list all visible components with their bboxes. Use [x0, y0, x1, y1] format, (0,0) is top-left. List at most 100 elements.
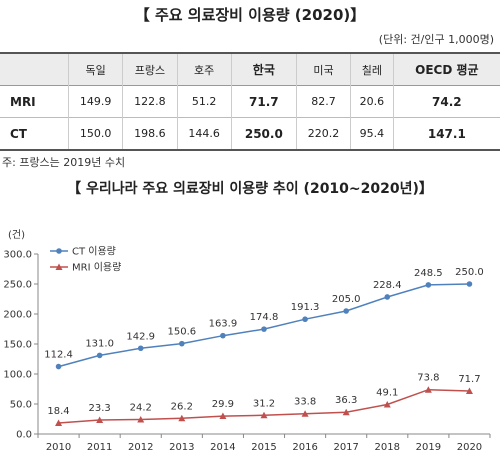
- data-label: 49.1: [376, 388, 398, 399]
- x-tick-label: 2020: [457, 442, 482, 453]
- cell-mri-germany: 149.9: [67, 85, 123, 118]
- cell-ct-usa: 220.2: [295, 117, 351, 150]
- data-label: 142.9: [126, 331, 155, 342]
- data-label: 73.8: [417, 373, 439, 384]
- mri-point: [96, 416, 104, 424]
- data-label: 36.3: [335, 395, 357, 406]
- ct-point: [384, 294, 391, 300]
- mri-point: [137, 415, 145, 423]
- ct-point: [466, 281, 473, 287]
- x-tick-label: 2018: [375, 442, 400, 453]
- y-tick-label: 300.0: [3, 250, 32, 261]
- data-label: 205.0: [332, 294, 361, 305]
- data-label: 250.0: [455, 267, 484, 278]
- x-tick-label: 2012: [128, 442, 153, 453]
- mri-point: [260, 411, 268, 419]
- ct-point: [343, 308, 349, 314]
- cell-ct-australia: 144.6: [176, 117, 232, 150]
- data-label: 163.9: [209, 319, 238, 330]
- ct-point: [137, 345, 144, 352]
- data-label: 29.9: [212, 399, 234, 410]
- mri-point: [465, 387, 473, 394]
- table-header-row: 독일 프랑스 호주 한국 미국 칠레 OECD 평균: [0, 53, 500, 86]
- data-label: 174.8: [250, 312, 279, 323]
- y-axis-label: (건): [8, 229, 25, 241]
- table-title: 【 주요 의료장비 이용량 (2020)】: [134, 6, 366, 24]
- y-tick-label: 250.0: [3, 280, 32, 291]
- header-france: 프랑스: [122, 53, 178, 86]
- row-label-mri: MRI: [10, 94, 36, 109]
- x-tick-label: 2017: [333, 442, 358, 453]
- cell-mri-usa: 82.7: [295, 85, 351, 118]
- data-label: 112.4: [44, 350, 73, 361]
- cell-ct-chile: 95.4: [350, 117, 394, 150]
- y-tick-label: 100.0: [3, 370, 32, 381]
- table-row-ct: CT 150.0 198.6 144.6 250.0 220.2 95.4 14…: [0, 117, 500, 150]
- y-tick-label: 150.0: [3, 340, 32, 351]
- cell-mri-australia: 51.2: [176, 85, 232, 118]
- series-line-0: [58, 283, 470, 368]
- ct-point: [179, 340, 185, 347]
- ct-point: [261, 326, 267, 332]
- x-tick-label: 2013: [169, 442, 194, 453]
- legend-marker: [56, 248, 62, 254]
- data-label: 150.6: [167, 327, 196, 338]
- usage-trend-line-chart: (건) 0.0 50.0 100.0 150.0 200.0 250.0 300.0 2010 2…: [3, 229, 491, 453]
- equipment-usage-table: 독일 프랑스 호주 한국 미국 칠레 OECD 평균 MRI 149.9 122…: [0, 52, 500, 151]
- data-label: 31.2: [253, 398, 275, 409]
- mri-point: [301, 410, 309, 417]
- data-label: 228.4: [373, 280, 402, 291]
- mri-point: [424, 386, 432, 393]
- y-tick-label: 200.0: [3, 310, 32, 321]
- cell-ct-oecd: 147.1: [392, 117, 500, 150]
- chart-title: 【 우리나라 주요 의료장비 이용량 추이 (2010~2020년)】: [67, 181, 433, 197]
- x-tick-label: 2019: [416, 442, 441, 453]
- mri-point: [55, 419, 63, 426]
- header-australia: 호주: [176, 53, 232, 86]
- header-oecd-average: OECD 평균: [392, 53, 500, 86]
- header-korea: 한국: [230, 53, 297, 86]
- mri-point: [219, 412, 227, 420]
- data-label: 33.8: [294, 397, 316, 408]
- cell-ct-germany: 150.0: [67, 117, 123, 150]
- legend-marker: [55, 263, 63, 270]
- mri-point: [383, 401, 391, 408]
- data-label: 18.4: [47, 406, 69, 417]
- table-row-mri: MRI 149.9 122.8 51.2 71.7 82.7 20.6 74.2: [0, 85, 500, 118]
- y-tick-label: 50.0: [10, 400, 32, 411]
- data-label: 191.3: [291, 302, 320, 313]
- cell-mri-korea: 71.7: [230, 85, 297, 118]
- data-label: 71.7: [458, 374, 480, 385]
- ct-point: [302, 316, 308, 323]
- data-label: 131.0: [85, 338, 114, 349]
- cell-mri-france: 122.8: [122, 85, 178, 118]
- ct-point: [96, 352, 103, 359]
- header-usa: 미국: [295, 53, 351, 86]
- data-label: 26.2: [171, 401, 193, 412]
- ct-point: [55, 363, 62, 370]
- x-tick-label: 2014: [210, 442, 235, 453]
- data-label: 24.2: [130, 402, 152, 413]
- table-note: 주: 프랑스는 2019년 수치: [2, 156, 126, 169]
- mri-point: [342, 408, 350, 416]
- header-chile: 칠레: [350, 53, 394, 86]
- ct-point: [220, 332, 226, 339]
- x-tick-label: 2015: [251, 442, 276, 453]
- row-label-ct: CT: [10, 126, 27, 141]
- x-tick-label: 2011: [87, 442, 112, 453]
- header-germany: 독일: [67, 53, 123, 86]
- x-tick-label: 2010: [46, 442, 71, 453]
- legend-label: CT 이용량: [72, 246, 116, 258]
- data-label: 23.3: [89, 403, 111, 414]
- data-label: 248.5: [414, 268, 443, 279]
- cell-mri-oecd: 74.2: [392, 85, 500, 118]
- mri-point: [178, 414, 186, 422]
- x-tick-label: 2016: [292, 442, 317, 453]
- legend-label: MRI 이용량: [72, 262, 121, 274]
- cell-ct-france: 198.6: [122, 117, 178, 150]
- ct-point: [425, 282, 432, 288]
- cell-mri-chile: 20.6: [350, 85, 394, 118]
- unit-label: (단위: 건/인구 1,000명): [378, 33, 494, 46]
- cell-ct-korea: 250.0: [230, 117, 297, 150]
- header-empty: [0, 53, 69, 86]
